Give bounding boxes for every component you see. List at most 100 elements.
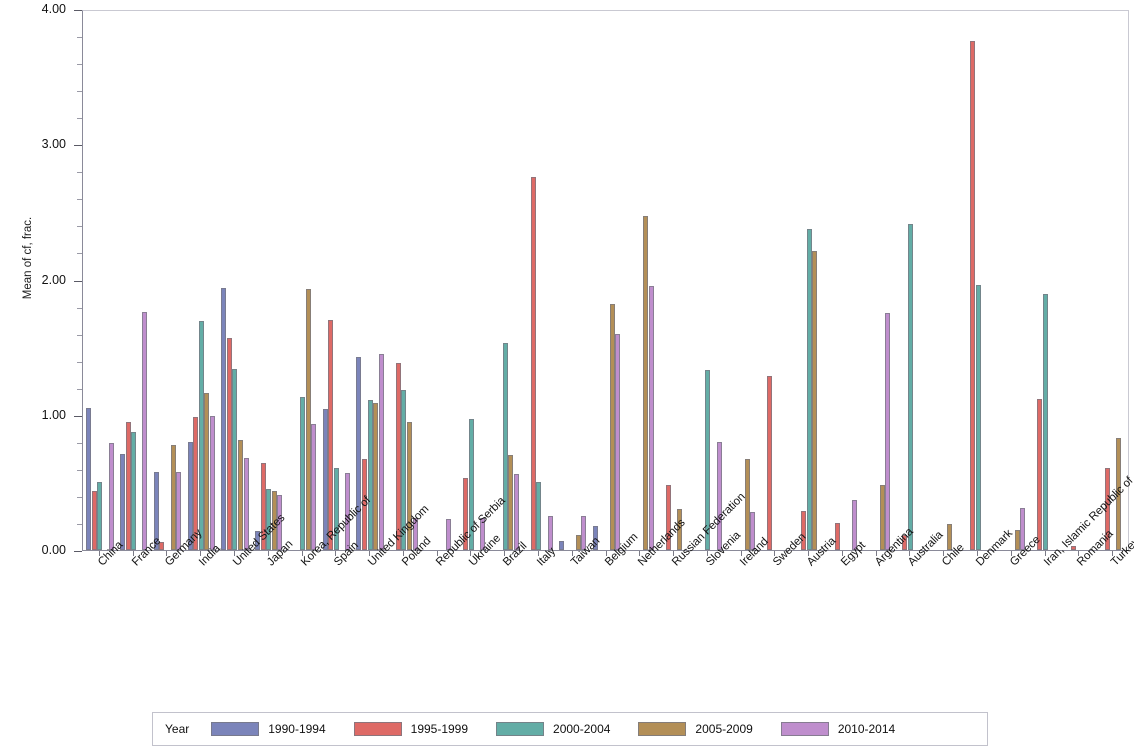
bar	[119, 453, 125, 550]
bar	[378, 353, 384, 550]
y-axis-tick-minor	[77, 64, 82, 66]
bar	[1020, 508, 1026, 550]
bar	[367, 399, 373, 550]
x-axis-tick	[774, 551, 776, 556]
bar	[806, 229, 812, 550]
bar	[412, 517, 418, 550]
x-axis-tick	[943, 551, 945, 556]
legend-label: 1990-1994	[268, 722, 326, 736]
legend-label: 2010-2014	[837, 722, 896, 736]
bar	[648, 286, 654, 550]
x-axis-tick	[369, 551, 371, 556]
bar	[1116, 437, 1122, 550]
bar	[311, 424, 317, 550]
bar	[153, 471, 159, 550]
legend-label: 2000-2004	[553, 722, 611, 736]
legend-item[interactable]: 2000-2004	[496, 722, 610, 736]
bar	[716, 441, 722, 550]
bar	[1037, 398, 1043, 550]
x-axis-tick	[166, 551, 168, 556]
x-axis-tick	[233, 551, 235, 556]
bar	[508, 455, 514, 550]
bar	[767, 375, 773, 550]
bar	[91, 490, 97, 550]
bar	[468, 418, 474, 550]
bar	[969, 41, 975, 550]
x-axis-tick	[470, 551, 472, 556]
y-axis-tick-major	[74, 10, 82, 11]
bar	[885, 313, 891, 550]
bar	[677, 509, 683, 550]
bar	[463, 478, 469, 550]
x-axis-tick	[436, 551, 438, 556]
x-axis-tick	[571, 551, 573, 556]
x-axis-tick	[1044, 551, 1046, 556]
bar	[108, 443, 114, 550]
y-axis-tick-minor	[77, 388, 82, 390]
bar	[575, 535, 581, 550]
bar	[271, 490, 277, 550]
bar	[615, 333, 621, 550]
legend: Year 1990-1994 1995-1999 2000-2004 2005-200…	[152, 712, 988, 746]
bar	[373, 402, 379, 550]
x-axis-tick	[875, 551, 877, 556]
bars-layer	[83, 11, 1128, 550]
y-axis-tick-label: 0.00	[41, 543, 66, 557]
y-axis-tick-label: 1.00	[41, 407, 66, 422]
y-axis-tick-minor	[77, 496, 82, 498]
y-axis-tick-minor	[77, 442, 82, 444]
y-axis-tick-minor	[77, 172, 82, 174]
y-axis-tick-minor	[77, 199, 82, 201]
bar	[744, 459, 750, 550]
legend-item[interactable]: 1990-1994	[211, 722, 326, 736]
legend-item[interactable]: 2005-2009	[638, 722, 753, 736]
bar	[159, 541, 165, 550]
y-axis-tick-major	[74, 415, 82, 417]
x-axis-tick	[1010, 551, 1012, 556]
x-axis-tick	[740, 551, 742, 556]
bar	[502, 343, 508, 550]
bar	[1014, 529, 1020, 550]
y-axis-title: Mean of cf, frac.	[22, 216, 34, 300]
bar	[530, 176, 536, 550]
bar	[277, 494, 283, 550]
bar	[907, 224, 913, 550]
bar	[581, 516, 587, 550]
legend-item[interactable]: 1995-1999	[353, 722, 468, 736]
y-axis-tick-major	[74, 280, 82, 282]
bar	[300, 397, 306, 550]
x-axis-tick	[98, 551, 100, 556]
bar	[705, 370, 711, 550]
bar	[193, 417, 199, 550]
legend-swatch	[211, 722, 260, 736]
legend-swatch	[353, 722, 402, 736]
bar	[243, 458, 249, 550]
bar	[226, 337, 232, 550]
bar	[446, 518, 452, 550]
y-axis-tick-label: 3.00	[41, 137, 66, 152]
legend-item[interactable]: 2010-2014	[780, 722, 896, 736]
y-axis-tick-minor	[77, 91, 82, 93]
y-axis-tick-minor	[77, 118, 82, 120]
bar	[305, 288, 311, 550]
bar	[328, 320, 334, 550]
bar	[204, 393, 210, 550]
x-axis-tick	[504, 551, 506, 556]
bar	[609, 303, 615, 550]
y-axis-tick-label: 4.00	[41, 2, 66, 16]
bar	[559, 540, 565, 550]
bar	[592, 525, 598, 550]
bar	[345, 472, 350, 550]
bar	[401, 390, 407, 550]
bar	[198, 321, 204, 550]
bar	[975, 284, 981, 550]
x-axis-tick	[605, 551, 607, 556]
bar	[333, 467, 339, 550]
bar	[97, 482, 103, 550]
bar	[1105, 467, 1110, 550]
bar	[209, 416, 215, 550]
bar	[170, 444, 176, 550]
y-axis-tick-minor	[77, 307, 82, 309]
x-axis-category-labels: China France Germany India United States Japa…	[0, 475, 1134, 696]
